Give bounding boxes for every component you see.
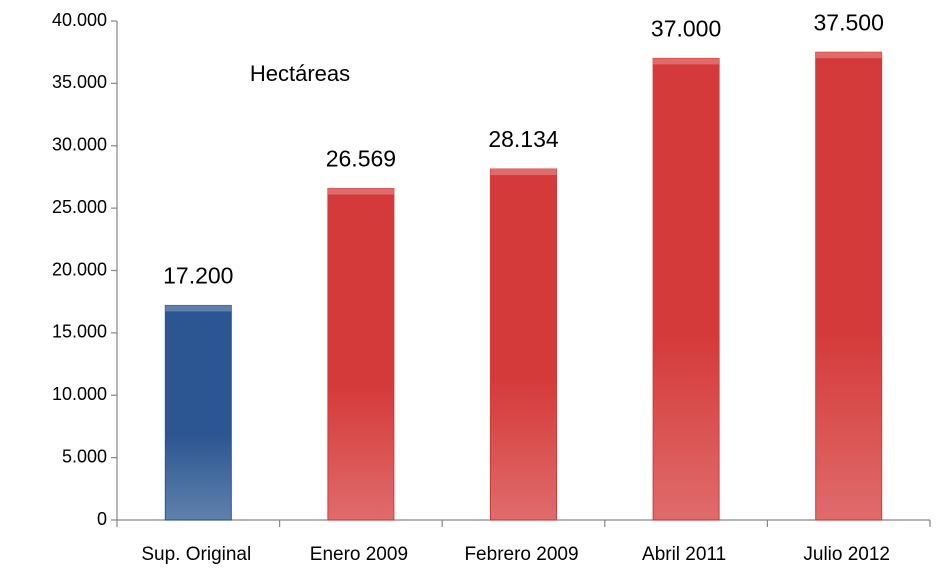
bar [327,188,395,521]
value-label: 28.134 [488,126,559,152]
bar-highlight [327,188,394,195]
bar [164,304,232,521]
annotation: Hectáreas [250,61,350,86]
bar [490,168,557,521]
y-tick-label: 5.000 [62,446,107,466]
y-tick-label: 10.000 [52,384,107,404]
value-label: 37.000 [651,16,721,42]
value-label: 37.500 [814,9,884,35]
y-tick-label: 0 [97,509,107,529]
bar [652,57,720,521]
y-tick-label: 40.000 [52,10,107,30]
value-label: 17.200 [163,263,233,289]
value-label: 26.569 [326,146,396,172]
y-tick-label: 20.000 [52,259,107,279]
bar-highlight [653,58,720,65]
y-tick-label: 30.000 [52,135,107,155]
bar-highlight [165,305,232,312]
y-tick-label: 15.000 [52,322,107,342]
x-tick-label: Febrero 2009 [464,544,578,565]
bar [815,51,883,521]
x-tick-label: Abril 2011 [642,544,726,565]
x-tick-label: Sup. Original [141,544,251,565]
x-tick-label: Julio 2012 [803,544,890,565]
y-tick-label: 35.000 [52,72,107,92]
bar-highlight [490,169,557,176]
x-tick-label: Enero 2009 [310,544,408,565]
y-tick-label: 25.000 [52,197,107,217]
bar-highlight [815,52,882,59]
